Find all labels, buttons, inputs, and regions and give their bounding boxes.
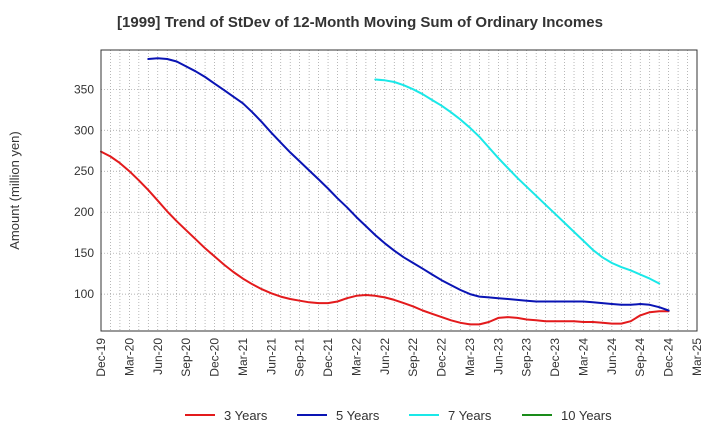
x-tick-label: Dec-24 <box>662 338 676 377</box>
legend-layer: 3 Years 5 Years 7 Years 10 Years <box>185 408 612 423</box>
legend-label-10-years: 10 Years <box>561 408 612 423</box>
y-tick-label: 200 <box>74 205 94 219</box>
chart-title: [1999] Trend of StDev of 12-Month Moving… <box>117 14 603 31</box>
y-tick-label: 300 <box>74 123 94 137</box>
legend-label-7-years: 7 Years <box>448 408 492 423</box>
series-line-5-years <box>147 57 670 312</box>
x-tick-label: Jun-23 <box>491 338 505 375</box>
x-tick-label: Mar-21 <box>236 338 250 376</box>
x-tick-label: Sep-23 <box>520 338 534 377</box>
y-axis-title: Amount (million yen) <box>7 131 22 250</box>
axis-layer: 100 150 200 250 300 350 Dec-19 Mar-20 Jun-20 Sep-… <box>7 49 704 377</box>
x-tick-label: Sep-24 <box>633 338 647 377</box>
legend-label-5-years: 5 Years <box>336 408 380 423</box>
y-tick-label: 100 <box>74 287 94 301</box>
x-tick-label: Mar-22 <box>349 338 363 376</box>
plot-frame <box>100 49 698 332</box>
x-tick-label: Mar-24 <box>576 338 590 376</box>
x-tick-label: Sep-22 <box>406 338 420 377</box>
y-tick-label: 250 <box>74 164 94 178</box>
x-tick-label: Jun-21 <box>264 338 278 375</box>
series-line-7-years <box>374 78 661 285</box>
x-tick-label: Sep-20 <box>179 338 193 377</box>
x-tick-label: Mar-23 <box>463 338 477 376</box>
x-tick-label: Dec-19 <box>94 338 108 377</box>
y-tick-label: 150 <box>74 246 94 260</box>
series-line-3-years <box>100 150 670 326</box>
series-layer <box>100 57 670 326</box>
x-tick-label: Mar-20 <box>122 338 136 376</box>
y-tick-label: 350 <box>74 82 94 96</box>
x-tick-label: Sep-21 <box>293 338 307 377</box>
x-tick-label: Jun-22 <box>378 338 392 375</box>
x-tick-label: Jun-20 <box>151 338 165 375</box>
x-tick-label: Dec-23 <box>548 338 562 377</box>
x-tick-label: Dec-20 <box>208 338 222 377</box>
legend-label-3-years: 3 Years <box>224 408 268 423</box>
x-tick-label: Mar-25 <box>690 338 704 376</box>
x-tick-label: Dec-21 <box>321 338 335 377</box>
x-tick-label: Jun-24 <box>605 338 619 375</box>
x-tick-label: Dec-22 <box>435 338 449 377</box>
grid-layer <box>101 50 697 331</box>
